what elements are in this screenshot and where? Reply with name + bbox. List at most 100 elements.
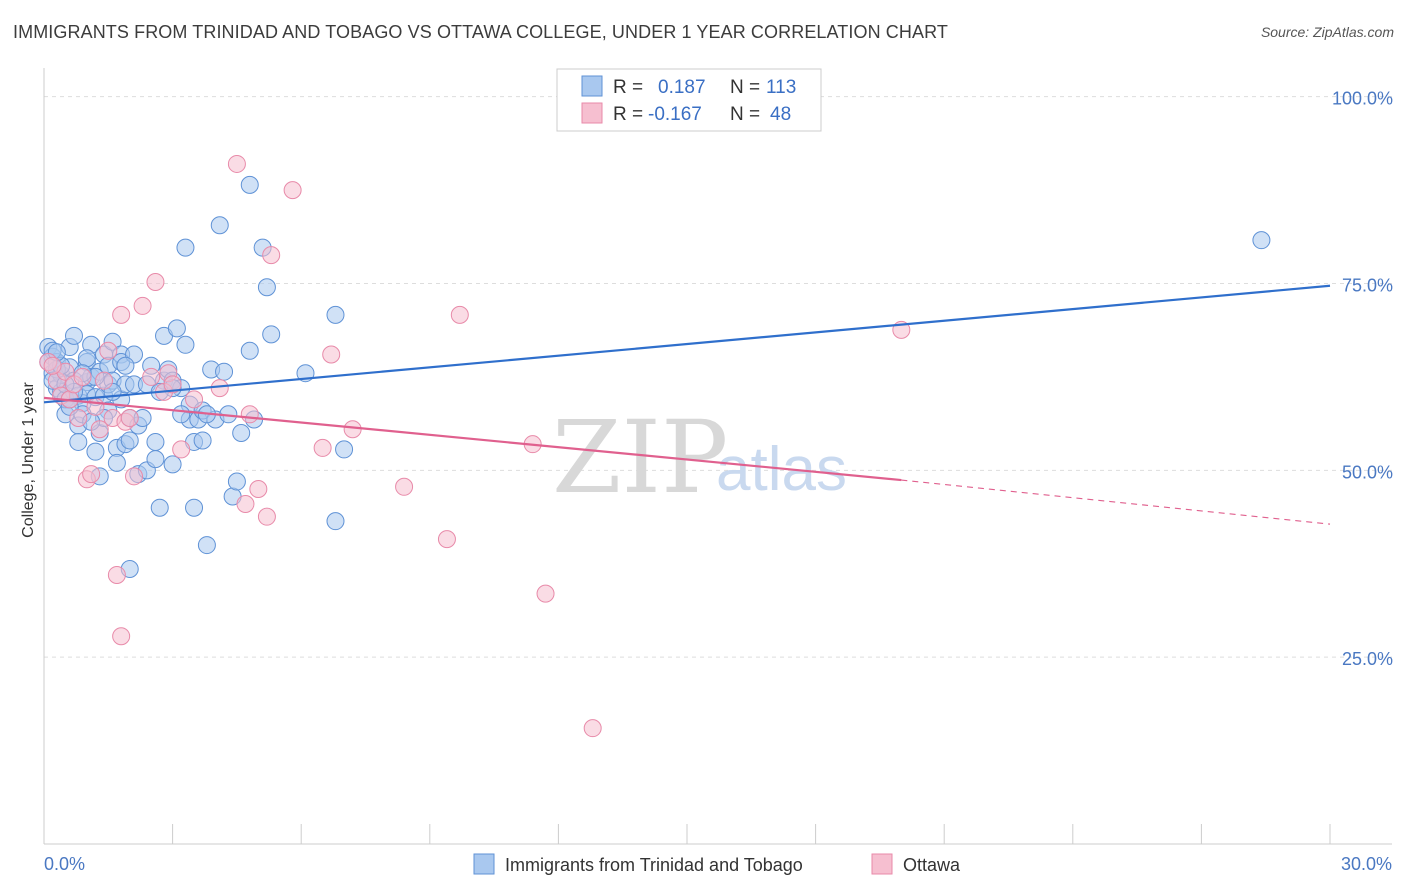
trend-line-blue <box>43 284 1331 404</box>
data-point-pink <box>227 154 246 173</box>
bottom-legend-swatch-pink <box>871 853 893 875</box>
data-point-blue <box>210 216 229 235</box>
data-point-pink <box>450 305 469 324</box>
data-point-blue <box>77 349 96 368</box>
data-point-pink <box>236 494 255 513</box>
data-point-pink <box>257 507 276 526</box>
data-point-blue <box>176 335 195 354</box>
legend-swatch-pink <box>581 102 603 124</box>
data-point-blue <box>163 455 182 474</box>
data-point-pink <box>395 477 414 496</box>
legend-swatch-blue <box>581 75 603 97</box>
data-point-pink <box>313 438 332 457</box>
data-point-blue <box>167 319 186 338</box>
data-point-blue <box>69 432 88 451</box>
data-point-pink <box>142 367 161 386</box>
watermark: ZIP atlas <box>552 399 847 516</box>
data-point-blue <box>176 238 195 257</box>
data-point-pink <box>82 465 101 484</box>
data-point-pink <box>107 565 126 584</box>
data-point-blue <box>185 498 204 517</box>
data-point-pink <box>536 584 555 603</box>
data-point-blue <box>172 405 191 424</box>
watermark-zip: ZIP <box>552 399 728 516</box>
data-point-pink <box>163 375 182 394</box>
data-point-pink <box>99 341 118 360</box>
data-point-pink <box>172 440 191 459</box>
source-label: Source: ZipAtlas.com <box>1260 24 1394 40</box>
y-tick-label: 25.0% <box>1342 649 1393 669</box>
data-point-pink <box>133 296 152 315</box>
data-point-blue <box>197 536 216 555</box>
data-point-pink <box>185 390 204 409</box>
data-point-blue <box>215 362 234 381</box>
data-point-blue <box>326 305 345 324</box>
data-point-pink <box>249 480 268 499</box>
legend-n-label: N = <box>730 104 760 125</box>
data-point-blue <box>146 432 165 451</box>
y-tick-label: 100.0% <box>1332 89 1393 109</box>
y-tick-label: 75.0% <box>1342 276 1393 296</box>
bottom-legend-label-blue: Immigrants from Trinidad and Tobago <box>505 855 803 875</box>
data-point-blue <box>240 341 259 360</box>
data-point-pink <box>43 356 62 375</box>
data-point-pink <box>112 627 131 646</box>
x-tick-label: 0.0% <box>44 854 85 874</box>
data-point-pink <box>210 379 229 398</box>
data-point-pink <box>283 181 302 200</box>
data-point-blue <box>146 450 165 469</box>
data-point-blue <box>107 453 126 472</box>
x-tick-labels: 0.0% 30.0% <box>44 854 1392 874</box>
trend-line-pink <box>43 396 902 482</box>
data-point-pink <box>69 409 88 428</box>
legend-n-label: N = <box>730 77 760 98</box>
data-point-blue <box>240 175 259 194</box>
data-point-blue <box>120 431 139 450</box>
series-legend: Immigrants from Trinidad and Tobago Otta… <box>473 853 961 875</box>
data-point-pink <box>86 397 105 416</box>
data-point-pink <box>112 305 131 324</box>
data-point-pink <box>240 405 259 424</box>
data-point-pink <box>125 467 144 486</box>
data-point-blue <box>116 356 135 375</box>
legend-r-value-blue: 0.187 <box>658 77 706 98</box>
data-point-pink <box>343 420 362 439</box>
x-tick-label: 30.0% <box>1341 854 1392 874</box>
legend-r-value-pink: -0.167 <box>648 104 702 125</box>
data-point-blue <box>193 431 212 450</box>
data-point-blue <box>1252 231 1271 250</box>
data-point-pink <box>583 719 602 738</box>
bottom-legend-label-pink: Ottawa <box>903 855 961 875</box>
y-tick-labels: 25.0% 50.0% 75.0% 100.0% <box>1332 89 1393 669</box>
data-point-blue <box>257 278 276 297</box>
legend-r-label: R = <box>613 77 643 98</box>
y-tick-label: 50.0% <box>1342 462 1393 482</box>
data-point-blue <box>65 326 84 345</box>
data-point-pink <box>146 273 165 292</box>
data-point-pink <box>120 409 139 428</box>
data-point-pink <box>262 246 281 265</box>
data-point-pink <box>73 367 92 386</box>
y-axis-label: College, Under 1 year <box>20 382 37 538</box>
data-point-pink <box>90 420 109 439</box>
data-point-pink <box>437 530 456 549</box>
data-point-pink <box>322 345 341 364</box>
legend-n-value-pink: 48 <box>770 104 791 125</box>
data-point-pink <box>95 371 114 390</box>
correlation-legend: R = 0.187 N = 113 R = -0.167 N = 48 <box>556 68 822 132</box>
trend-line-extension-pink <box>901 479 1331 525</box>
axes <box>43 68 1392 845</box>
bottom-legend-swatch-blue <box>473 853 495 875</box>
legend-n-value-blue: 113 <box>766 77 796 98</box>
data-point-blue <box>262 325 281 344</box>
trend-lines <box>43 284 1331 525</box>
data-point-blue <box>150 498 169 517</box>
data-point-blue <box>326 512 345 531</box>
legend-r-label: R = <box>613 104 643 125</box>
data-point-blue <box>86 442 105 461</box>
data-point-blue <box>335 440 354 459</box>
chart-title: IMMIGRANTS FROM TRINIDAD AND TOBAGO VS O… <box>13 22 948 42</box>
data-point-blue <box>232 423 251 442</box>
data-point-blue <box>227 472 246 491</box>
